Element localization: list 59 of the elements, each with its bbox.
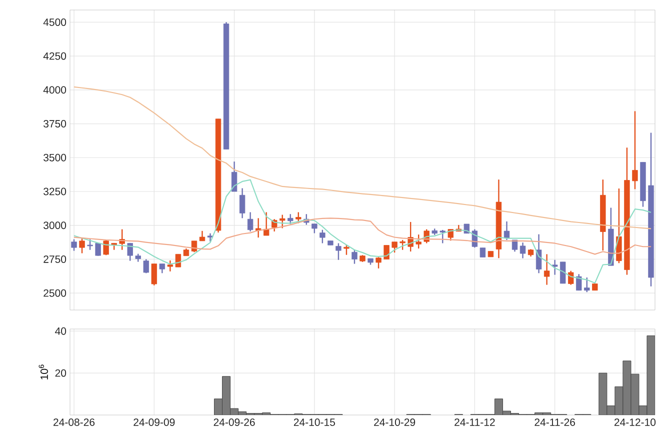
y-axis-title: 10$^{6}$ — [38, 364, 48, 380]
candlestick — [480, 247, 486, 258]
candlestick — [632, 110, 638, 190]
x-tick-label: 24-10-29 — [374, 418, 416, 426]
candlestick — [376, 256, 382, 270]
y-tick-label: 4250 — [43, 52, 66, 60]
candlestick — [416, 234, 422, 250]
line-series — [73, 86, 652, 230]
candlestick — [239, 188, 246, 219]
candlestick — [336, 242, 342, 260]
y-tick-label: 20 — [55, 369, 66, 377]
y-tick-label: 4000 — [43, 86, 66, 94]
candlestick — [127, 242, 133, 262]
candlestick — [320, 229, 326, 244]
y-tick-label: 4500 — [43, 18, 66, 26]
candlestick — [544, 254, 550, 286]
candlestick — [167, 260, 174, 272]
candlestick — [344, 244, 350, 256]
candlestick — [568, 270, 574, 286]
candlestick — [440, 229, 446, 244]
candlestick — [95, 242, 101, 256]
candlestick — [247, 212, 254, 232]
y-tick-label: 2500 — [44, 289, 66, 297]
x-tick-label: 24-09-26 — [214, 418, 255, 426]
candlestick — [576, 274, 582, 291]
candlestick — [79, 238, 85, 254]
candlestick — [288, 214, 294, 225]
candlestick — [71, 238, 77, 252]
x-tick-label: 24-10-15 — [294, 418, 335, 426]
x-tick-label: 24-09-09 — [134, 418, 175, 426]
candlestick — [87, 238, 93, 250]
y-tick-label: 2750 — [44, 255, 66, 263]
candlestick — [199, 230, 206, 242]
y-tick-label: 40 — [55, 327, 66, 335]
candlestick — [504, 220, 510, 241]
x-tick-label: 24-11-12 — [454, 418, 495, 426]
candlestick — [143, 258, 149, 274]
candlestick — [560, 261, 566, 284]
candlestick — [392, 241, 398, 254]
candlestick — [552, 259, 558, 276]
candlestick — [536, 234, 542, 274]
candlestick — [352, 249, 358, 264]
candlestick — [263, 212, 270, 236]
candlestick — [584, 276, 590, 293]
y-tick-label: 3500 — [44, 154, 66, 162]
candlestick — [175, 254, 182, 268]
y-tick-label: 3000 — [44, 222, 66, 230]
candlestick — [520, 242, 526, 259]
candlestick — [280, 214, 286, 229]
candlestick — [159, 263, 166, 274]
candlestick — [151, 263, 157, 286]
candlestick — [231, 160, 238, 192]
y-tick-label: 3750 — [44, 120, 66, 128]
y-tick-label: 3250 — [44, 188, 66, 196]
candlestick — [312, 223, 318, 234]
x-tick-label: 24-08-26 — [54, 418, 95, 426]
x-tick-label: 24-12-10 — [614, 418, 656, 426]
candlestick — [400, 239, 406, 250]
x-tick-label: 24-11-26 — [534, 418, 575, 426]
